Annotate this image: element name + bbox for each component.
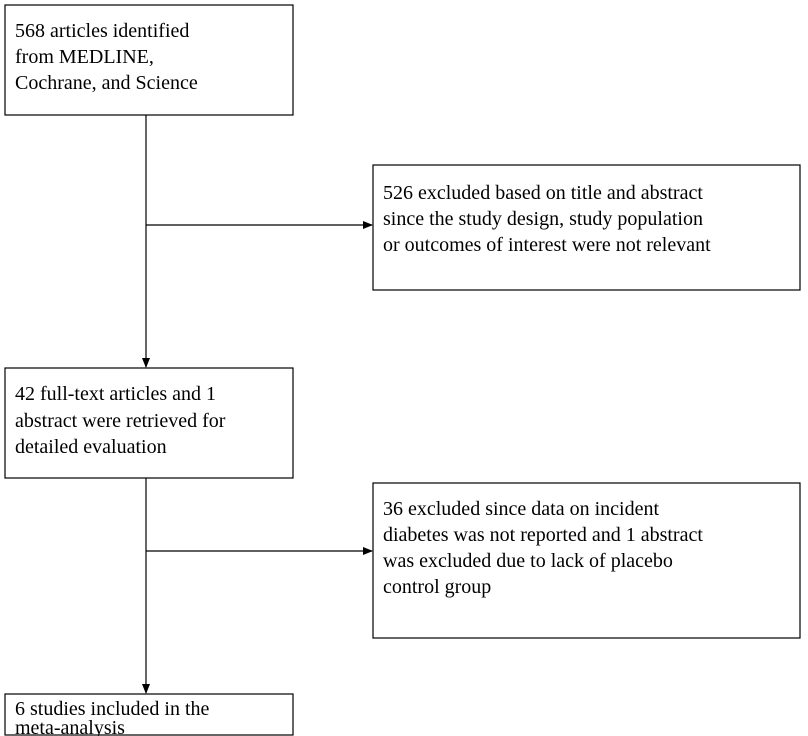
box-text: 526 excluded based on title and abstract	[383, 182, 703, 204]
box-text: Cochrane, and Science	[15, 72, 198, 94]
box-text: meta-analysis	[15, 717, 125, 736]
box-text: diabetes was not reported and 1 abstract	[383, 524, 703, 546]
box-text: abstract were retrieved for	[15, 410, 226, 432]
box	[4, 367, 294, 479]
box	[372, 482, 801, 639]
box	[4, 4, 294, 116]
box-text: was excluded due to lack of placebo	[383, 550, 673, 572]
box-text: 568 articles identified	[15, 20, 189, 42]
box-text: control group	[383, 576, 491, 598]
box-text: since the study design, study population	[383, 208, 703, 230]
box-text: from MEDLINE,	[15, 46, 154, 68]
box	[4, 693, 294, 736]
box-text: 42 full-text articles and 1	[15, 383, 216, 405]
box-text: or outcomes of interest were not relevan…	[383, 234, 711, 256]
box-text: detailed evaluation	[15, 436, 167, 458]
box-text: 6 studies included in the	[15, 698, 210, 720]
box	[372, 164, 801, 291]
box-text: 36 excluded since data on incident	[383, 498, 659, 520]
